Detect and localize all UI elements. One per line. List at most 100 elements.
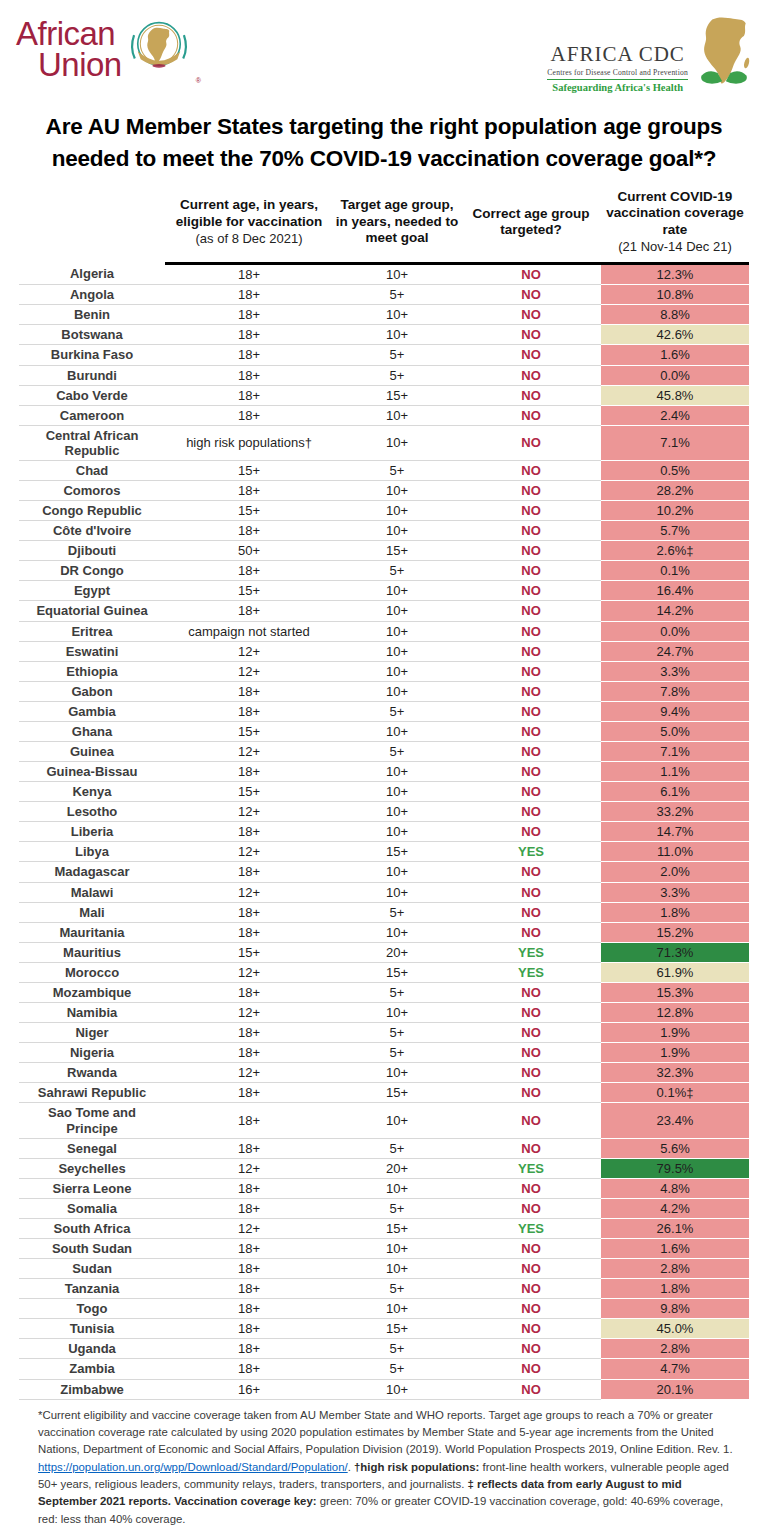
- correct-targeted-cell: NO: [461, 405, 601, 425]
- correct-targeted-cell: NO: [461, 641, 601, 661]
- correct-targeted-cell: NO: [461, 721, 601, 741]
- target-age-cell: 5+: [333, 460, 461, 480]
- target-age-cell: 10+: [333, 1003, 461, 1023]
- target-age-cell: 5+: [333, 345, 461, 365]
- table-row: Guinea 12+ 5+ NO 7.1%: [19, 742, 749, 762]
- coverage-rate-cell: 3.3%: [601, 882, 749, 902]
- table-row: Ethiopia 12+ 10+ NO 3.3%: [19, 661, 749, 681]
- table-row: Djibouti 50+ 15+ NO 2.6%‡: [19, 541, 749, 561]
- table-row: Central African Republic high risk popul…: [19, 425, 749, 460]
- target-age-cell: 10+: [333, 581, 461, 601]
- target-age-cell: 10+: [333, 305, 461, 325]
- country-cell: Eritrea: [19, 621, 165, 641]
- country-cell: Somalia: [19, 1198, 165, 1218]
- laurel-right-icon: [183, 35, 186, 58]
- coverage-rate-cell: 7.1%: [601, 742, 749, 762]
- table-row: South Sudan 18+ 10+ NO 1.6%: [19, 1238, 749, 1258]
- country-cell: Niger: [19, 1023, 165, 1043]
- coverage-rate-cell: 28.2%: [601, 481, 749, 501]
- coverage-rate-cell: 42.6%: [601, 325, 749, 345]
- table-row: Mauritius 15+ 20+ YES 71.3%: [19, 942, 749, 962]
- table-row: Zambia 18+ 5+ NO 4.7%: [19, 1359, 749, 1379]
- country-cell: Kenya: [19, 782, 165, 802]
- table-row: Burundi 18+ 5+ NO 0.0%: [19, 365, 749, 385]
- africa-cdc-logo: AFRICA CDC Centres for Disease Control a…: [547, 16, 754, 93]
- eligible-age-cell: 18+: [165, 681, 333, 701]
- correct-targeted-cell: NO: [461, 1379, 601, 1399]
- table-row: Sierra Leone 18+ 10+ NO 4.8%: [19, 1178, 749, 1198]
- table-row: Lesotho 12+ 10+ NO 33.2%: [19, 802, 749, 822]
- col-header-correct-targeted: Correct age group targeted?: [461, 185, 601, 264]
- correct-targeted-cell: NO: [461, 1003, 601, 1023]
- coverage-rate-cell: 71.3%: [601, 942, 749, 962]
- correct-targeted-cell: NO: [461, 1238, 601, 1258]
- eligible-age-cell: 18+: [165, 922, 333, 942]
- table-row: Sudan 18+ 10+ NO 2.8%: [19, 1259, 749, 1279]
- coverage-rate-cell: 12.8%: [601, 1003, 749, 1023]
- coverage-rate-cell: 10.8%: [601, 285, 749, 305]
- eligible-age-cell: 18+: [165, 285, 333, 305]
- cdc-subtitle: Centres for Disease Control and Preventi…: [547, 68, 688, 80]
- coverage-rate-cell: 11.0%: [601, 842, 749, 862]
- eligible-age-cell: 18+: [165, 601, 333, 621]
- eligible-age-cell: 18+: [165, 365, 333, 385]
- infographic-page: African Union ® AFRICA CDC Centres for D…: [0, 0, 768, 1528]
- correct-targeted-cell: NO: [461, 822, 601, 842]
- africa-cdc-map-icon: [694, 16, 754, 92]
- table-row: Somalia 18+ 5+ NO 4.2%: [19, 1198, 749, 1218]
- table-row: Mozambique 18+ 5+ NO 15.3%: [19, 982, 749, 1002]
- footnote-link[interactable]: https://population.un.org/wpp/Download/S…: [38, 1461, 348, 1473]
- table-row: Cameroon 18+ 10+ NO 2.4%: [19, 405, 749, 425]
- africa-map-icon: [147, 28, 169, 64]
- correct-targeted-cell: NO: [461, 365, 601, 385]
- target-age-cell: 10+: [333, 802, 461, 822]
- country-cell: Ghana: [19, 721, 165, 741]
- target-age-cell: 5+: [333, 701, 461, 721]
- table-row: Guinea-Bissau 18+ 10+ NO 1.1%: [19, 762, 749, 782]
- target-age-cell: 10+: [333, 782, 461, 802]
- target-age-cell: 10+: [333, 721, 461, 741]
- country-cell: Uganda: [19, 1339, 165, 1359]
- target-age-cell: 10+: [333, 601, 461, 621]
- eligible-age-cell: 18+: [165, 264, 333, 285]
- table-header: Current age, in years, eligible for vacc…: [19, 185, 749, 264]
- correct-targeted-cell: NO: [461, 1279, 601, 1299]
- country-cell: Cabo Verde: [19, 385, 165, 405]
- coverage-rate-cell: 7.8%: [601, 681, 749, 701]
- target-age-cell: 10+: [333, 1259, 461, 1279]
- country-cell: Algeria: [19, 264, 165, 285]
- country-cell: Mauritius: [19, 942, 165, 962]
- coverage-rate-cell: 1.8%: [601, 902, 749, 922]
- eligible-age-cell: 18+: [165, 1083, 333, 1103]
- coverage-rate-cell: 0.0%: [601, 621, 749, 641]
- eligible-age-cell: 12+: [165, 842, 333, 862]
- correct-targeted-cell: YES: [461, 962, 601, 982]
- country-cell: Madagascar: [19, 862, 165, 882]
- country-cell: Sahrawi Republic: [19, 1083, 165, 1103]
- coverage-rate-cell: 14.2%: [601, 601, 749, 621]
- target-age-cell: 15+: [333, 385, 461, 405]
- coverage-rate-cell: 14.7%: [601, 822, 749, 842]
- eligible-age-cell: 18+: [165, 325, 333, 345]
- eligible-age-cell: 15+: [165, 721, 333, 741]
- country-cell: Congo Republic: [19, 501, 165, 521]
- correct-targeted-cell: NO: [461, 285, 601, 305]
- coverage-rate-cell: 1.1%: [601, 762, 749, 782]
- eligible-age-cell: 18+: [165, 701, 333, 721]
- country-cell: Djibouti: [19, 541, 165, 561]
- correct-targeted-cell: NO: [461, 1043, 601, 1063]
- correct-targeted-cell: NO: [461, 1359, 601, 1379]
- eligible-age-cell: 12+: [165, 661, 333, 681]
- correct-targeted-cell: NO: [461, 782, 601, 802]
- country-cell: Gambia: [19, 701, 165, 721]
- correct-targeted-cell: YES: [461, 1158, 601, 1178]
- correct-targeted-cell: NO: [461, 701, 601, 721]
- country-cell: Tanzania: [19, 1279, 165, 1299]
- table-row: Côte d'Ivoire 18+ 10+ NO 5.7%: [19, 521, 749, 541]
- country-cell: Central African Republic: [19, 425, 165, 460]
- target-age-cell: 5+: [333, 1198, 461, 1218]
- coverage-rate-cell: 2.8%: [601, 1259, 749, 1279]
- coverage-rate-cell: 4.2%: [601, 1198, 749, 1218]
- country-cell: Zambia: [19, 1359, 165, 1379]
- col-header-eligible-age: Current age, in years, eligible for vacc…: [165, 185, 333, 264]
